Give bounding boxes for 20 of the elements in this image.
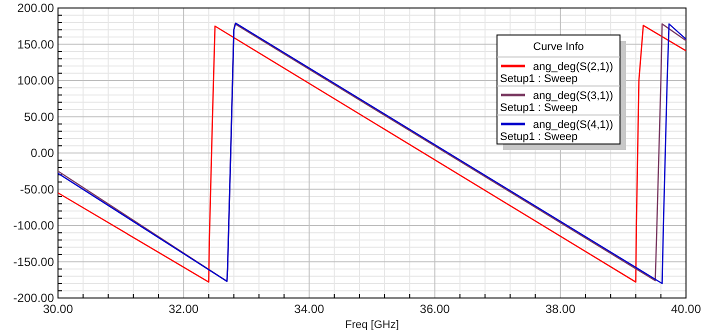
y-tick-label: 200.00 — [17, 1, 54, 15]
y-tick-label: -100.00 — [13, 218, 54, 232]
x-tick-label: 36.00 — [420, 302, 450, 316]
x-tick-label: 38.00 — [545, 302, 576, 316]
x-tick-label: 34.00 — [294, 302, 325, 316]
x-axis-title: Freq [GHz] — [345, 319, 399, 330]
y-tick-label: 150.00 — [17, 37, 54, 52]
y-tick-label: 50.00 — [24, 110, 54, 124]
y-tick-label: 0.00 — [30, 146, 54, 160]
y-tick-label: 100.00 — [17, 74, 54, 88]
x-tick-label: 40.00 — [670, 302, 702, 316]
legend-label: ang_deg(S(2,1)) Setup1 : Sweep — [500, 61, 614, 85]
y-tick-label: -200.00 — [13, 291, 54, 305]
legend-label: ang_deg(S(3,1)) Setup1 : Sweep — [500, 90, 614, 114]
y-tick-label: -150.00 — [13, 254, 54, 269]
y-tick-label: -50.00 — [20, 182, 54, 196]
legend-title: Curve Info — [533, 41, 584, 53]
legend-label: ang_deg(S(4,1)) Setup1 : Sweep — [500, 119, 614, 143]
x-tick-label: 30.00 — [42, 302, 74, 316]
x-tick-label: 32.00 — [168, 302, 199, 316]
